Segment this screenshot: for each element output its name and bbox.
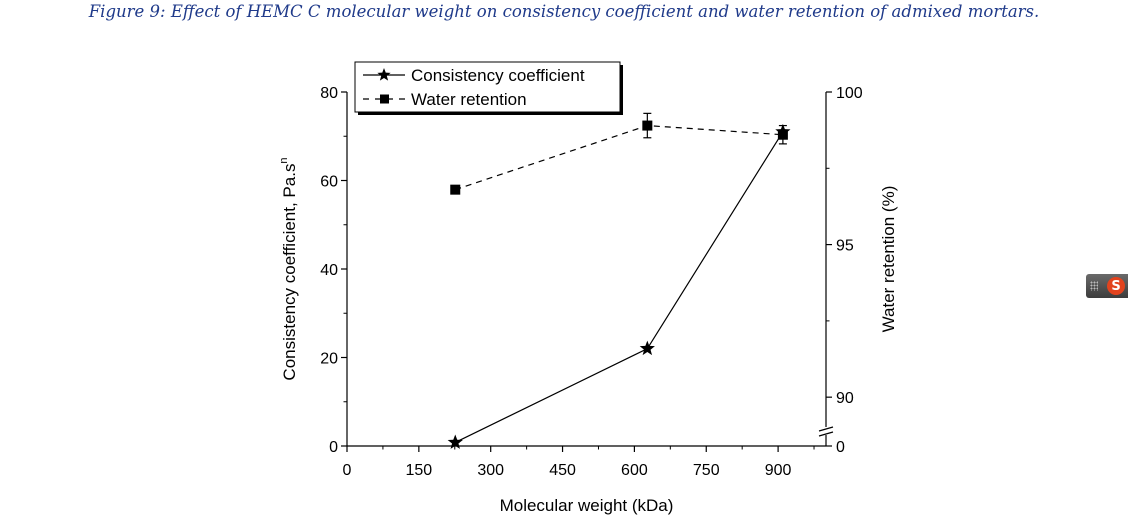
y-left-tick-label: 0 xyxy=(329,439,338,456)
y-right-tick-label: 100 xyxy=(836,85,863,102)
y-axis-left-label-main: Consistency coefficient, Pa.s xyxy=(280,164,299,381)
data-point-star xyxy=(639,340,655,356)
data-point-square xyxy=(642,120,653,131)
series-line-1 xyxy=(455,124,783,191)
x-tick-label: 300 xyxy=(477,462,504,479)
legend-label: Consistency coefficient xyxy=(411,66,585,85)
x-tick-label: 900 xyxy=(765,462,792,479)
x-axis-label: Molecular weight (kDa) xyxy=(500,496,674,515)
chart-legend: Consistency coefficient Water retention xyxy=(354,61,623,115)
data-point-square xyxy=(777,129,788,140)
x-tick-label: 150 xyxy=(405,462,432,479)
y-right-tick-label: 90 xyxy=(836,390,854,407)
y-left-tick-label: 60 xyxy=(320,174,338,191)
y-axis-left-label: Consistency coefficient, Pa.sn xyxy=(278,157,299,380)
figure-caption: Figure 9: Effect of HEMC C molecular wei… xyxy=(88,2,1040,21)
x-tick-label: 0 xyxy=(343,462,352,479)
y-left-tick-label: 80 xyxy=(320,85,338,102)
chart-series xyxy=(447,112,791,449)
legend-marker-square xyxy=(380,94,389,104)
axis-break-gap xyxy=(820,427,832,435)
legend-label: Water retention xyxy=(411,90,527,109)
x-tick-label: 600 xyxy=(621,462,648,479)
y-right-tick-label: 95 xyxy=(836,238,854,255)
axis-break-mark xyxy=(818,426,834,432)
axis-break-mark xyxy=(818,431,834,437)
series-line-0 xyxy=(454,131,784,443)
legend-marker-star xyxy=(377,68,391,81)
y-right-tick-label: 0 xyxy=(836,439,845,456)
y-axis-left-label-superscript: n xyxy=(278,157,290,163)
legend-box xyxy=(354,61,621,113)
y-axis-right-label: Water retention (%) xyxy=(879,186,898,333)
x-tick-label: 750 xyxy=(693,462,720,479)
chart-axes xyxy=(346,92,834,447)
y-left-tick-label: 20 xyxy=(320,351,338,368)
y-left-tick-label: 40 xyxy=(320,262,338,279)
sogou-s-icon[interactable]: S xyxy=(1107,277,1125,295)
data-point-square xyxy=(450,184,461,195)
data-point-star xyxy=(447,434,463,449)
drag-handle-icon[interactable] xyxy=(1090,281,1098,291)
x-tick-label: 450 xyxy=(549,462,576,479)
floating-ime-toolbar[interactable]: S xyxy=(1086,274,1128,298)
chart-ticks: 0 150 300 450 600 750 900 0 20 40 60 80 90 95 100 0 xyxy=(320,85,863,479)
